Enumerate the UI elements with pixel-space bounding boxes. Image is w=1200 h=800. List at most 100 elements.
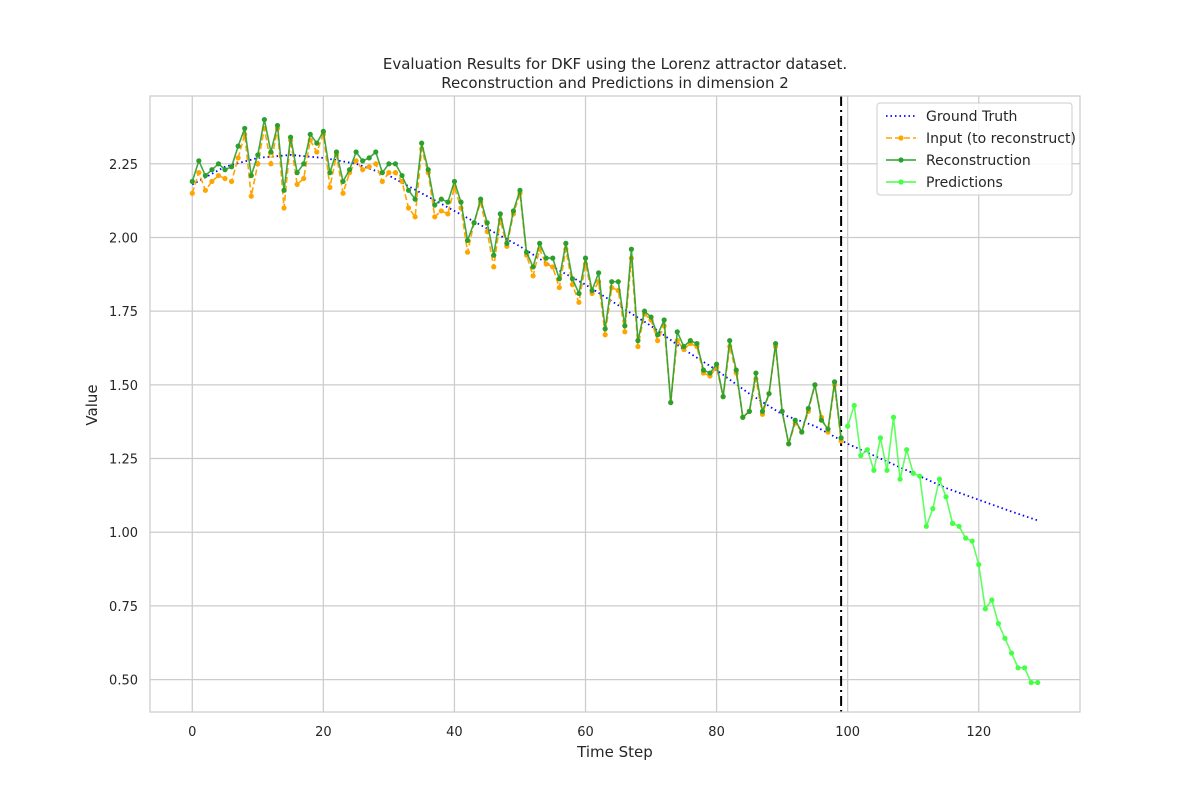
data-point: [215, 161, 222, 167]
data-point: [379, 170, 385, 176]
data-point: [222, 175, 228, 182]
data-point: [189, 190, 195, 196]
data-point: [550, 264, 556, 270]
data-point: [713, 361, 720, 367]
data-point: [661, 317, 667, 323]
data-point: [655, 332, 661, 338]
x-tick-label: 120: [966, 725, 991, 740]
y-tick-label: 1.75: [109, 305, 138, 320]
legend-item: Predictions: [886, 175, 1003, 191]
data-point: [786, 441, 792, 447]
data-point: [609, 279, 615, 285]
x-axis-label: Time Step: [576, 743, 653, 761]
data-point: [858, 452, 864, 459]
data-point: [209, 167, 215, 173]
data-point: [510, 208, 517, 214]
data-point: [890, 414, 897, 420]
data-point: [805, 405, 811, 412]
data-point: [707, 370, 713, 376]
data-point: [373, 149, 379, 155]
legend-items: Ground Truth Input (to reconstruct) Recons…: [886, 109, 1076, 191]
data-point: [845, 423, 851, 429]
legend-label: Input (to reconstruct): [926, 131, 1076, 147]
data-point: [340, 178, 346, 185]
data-point: [228, 164, 235, 170]
series-line: [846, 404, 1038, 684]
data-point: [537, 240, 543, 246]
data-point: [327, 170, 333, 176]
chart-subtitle: Reconstruction and Predictions in dimens…: [441, 74, 789, 92]
data-point: [635, 338, 641, 344]
legend-item: Input (to reconstruct): [886, 131, 1076, 147]
series-line: [191, 127, 842, 445]
data-point: [353, 149, 359, 155]
data-point: [451, 178, 458, 185]
series-line: [191, 118, 842, 445]
data-point: [1028, 679, 1034, 686]
data-point: [871, 467, 877, 473]
data-point: [989, 597, 995, 603]
data-point: [1015, 665, 1021, 671]
data-point: [556, 284, 562, 291]
y-tick-label: 2.00: [109, 231, 138, 246]
grid: [150, 96, 1080, 712]
data-point: [255, 152, 261, 158]
data-point: [949, 520, 956, 526]
data-point: [235, 155, 241, 161]
data-point: [910, 470, 916, 476]
data-point: [432, 202, 438, 208]
y-tick-label: 1.50: [109, 379, 138, 394]
chart-title: Evaluation Results for DKF using the Lor…: [383, 55, 847, 73]
data-point: [812, 382, 818, 388]
data-point: [242, 125, 248, 132]
data-point: [753, 370, 759, 376]
legend-marker: [898, 135, 904, 141]
data-point: [491, 252, 497, 258]
data-point: [274, 122, 281, 129]
data-point: [392, 170, 399, 176]
data-point: [438, 196, 444, 202]
data-point: [405, 187, 412, 193]
data-point: [248, 172, 254, 179]
data-point: [353, 158, 359, 164]
data-point: [550, 255, 556, 261]
series-3: [845, 402, 1041, 686]
y-tick-label: 1.00: [109, 526, 138, 541]
data-point: [294, 181, 300, 188]
data-point: [248, 193, 254, 199]
data-point: [202, 172, 208, 179]
data-point: [307, 131, 313, 137]
data-point: [530, 264, 536, 270]
data-point: [228, 178, 235, 185]
data-point: [615, 279, 621, 285]
data-point: [255, 161, 261, 167]
data-point: [982, 606, 988, 612]
data-point: [425, 167, 431, 173]
data-point: [923, 523, 929, 529]
data-point: [727, 338, 733, 344]
legend-label: Ground Truth: [926, 109, 1017, 125]
data-point: [838, 435, 844, 441]
data-point: [189, 178, 195, 185]
data-point: [969, 538, 975, 544]
data-point: [772, 340, 779, 347]
data-point: [438, 208, 444, 214]
data-point: [648, 314, 654, 320]
data-point: [759, 408, 766, 414]
data-point: [471, 220, 477, 226]
data-point: [904, 447, 910, 453]
data-point: [497, 211, 503, 217]
data-point: [766, 391, 772, 397]
data-point: [360, 167, 366, 173]
data-point: [386, 170, 392, 176]
data-point: [281, 205, 287, 211]
data-point: [491, 264, 497, 270]
data-point: [392, 161, 399, 167]
data-point: [314, 149, 320, 155]
data-point: [314, 140, 320, 146]
data-point: [261, 116, 267, 123]
data-point: [340, 190, 346, 196]
legend-item: Reconstruction: [886, 153, 1031, 169]
data-point: [287, 134, 294, 140]
